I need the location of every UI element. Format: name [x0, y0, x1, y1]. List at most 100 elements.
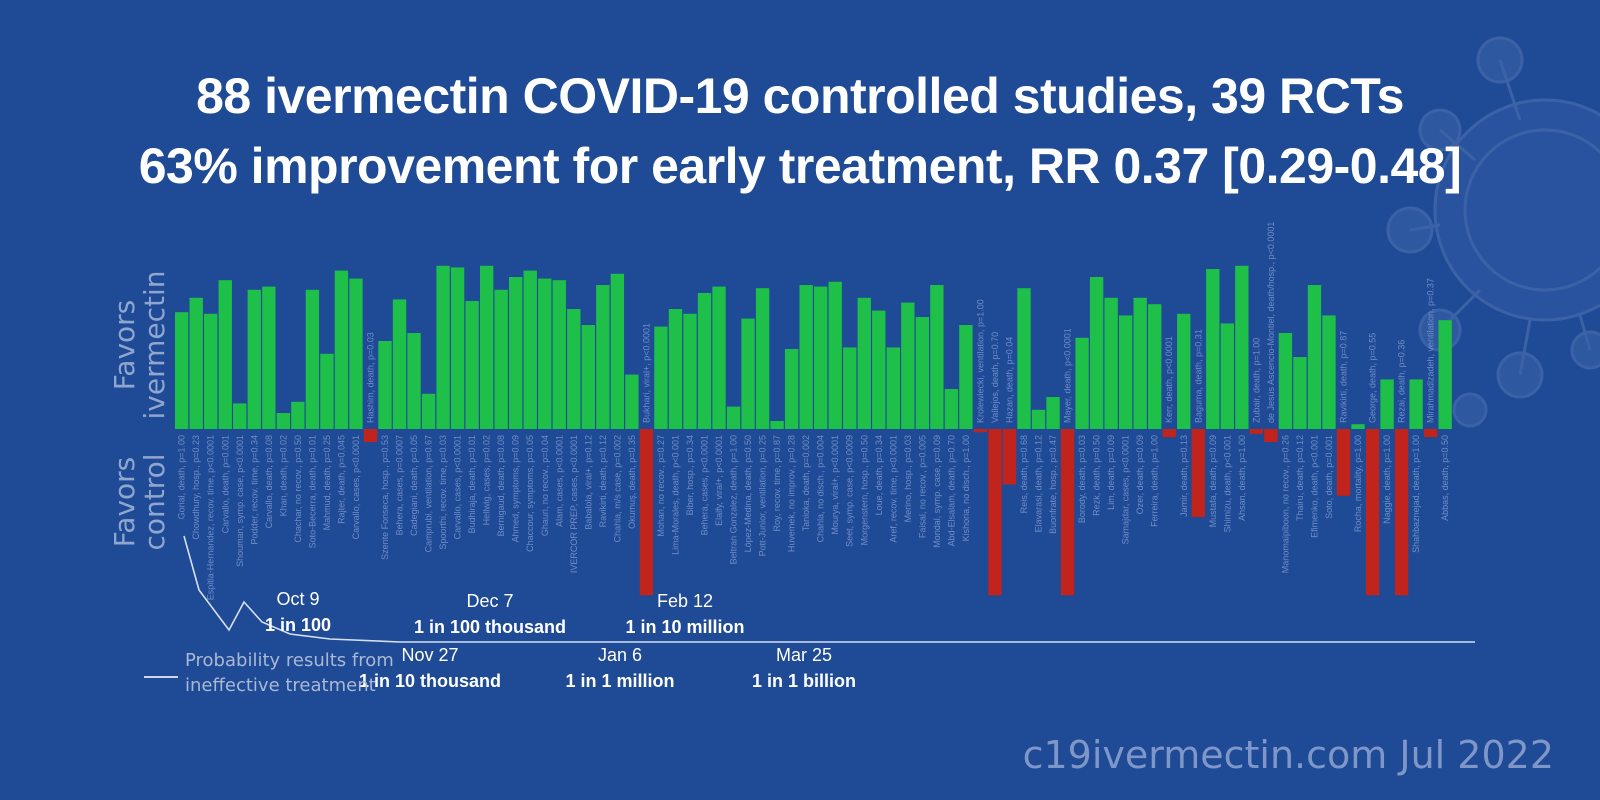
bar	[755, 288, 770, 429]
bar	[291, 401, 305, 429]
bar	[204, 313, 218, 429]
bar	[726, 406, 741, 429]
category-label: Hashim, death, p=0.03	[365, 332, 375, 423]
category-label: Buonfrate, hosp., p=0.47	[1048, 435, 1058, 534]
bar	[1206, 269, 1220, 429]
category-label: Biber, hosp., p=0.34	[685, 435, 695, 515]
bar	[1336, 429, 1351, 496]
milestone-mar25: Mar 25 1 in 1 billion	[724, 644, 884, 692]
bar	[189, 297, 203, 429]
bar	[363, 429, 378, 443]
category-label: Ahsan, death, p=1.00	[1237, 435, 1247, 521]
bar	[421, 393, 436, 429]
bar	[1365, 429, 1380, 596]
bar	[1031, 409, 1046, 429]
category-label: Krolewiecki, ventilation, p=1.00	[975, 299, 985, 423]
bar	[218, 280, 232, 429]
bar	[770, 421, 784, 429]
bar	[1235, 265, 1249, 429]
category-label: Mohan, no recov., p=0.27	[656, 435, 666, 537]
category-label: Okumuş, death, p=0.35	[627, 435, 637, 529]
bar	[1249, 429, 1264, 434]
milestone-oct9: Oct 9 1 in 100	[238, 588, 358, 636]
bar	[1133, 297, 1147, 429]
category-label: Morgenstern, hosp., p=0.50	[859, 435, 869, 545]
bar	[872, 310, 886, 429]
category-label: Manomaipiboon, no recov., p=0.26	[1280, 435, 1290, 573]
milestone-date: Dec 7	[466, 591, 514, 611]
bar	[233, 403, 247, 429]
bar	[1191, 429, 1205, 518]
category-label: Chahla, no disch., p=0.004	[816, 435, 826, 542]
milestone-jan6: Jan 6 1 in 1 million	[540, 644, 700, 692]
category-label: López-Medina, death, p=0.50	[743, 435, 753, 552]
category-label: Szente Fonseca, hosp., p=0.53	[380, 435, 390, 560]
bar	[1075, 337, 1089, 429]
bar	[581, 325, 595, 429]
category-label: Tanioka, death, p=0.002	[801, 435, 811, 531]
category-label: IVERCOR PREP, cases, p<0.0001	[569, 435, 579, 573]
bar	[1089, 277, 1104, 429]
bar	[784, 349, 799, 429]
category-label: Thairu, death, p=0.12	[1295, 435, 1305, 521]
category-label: Abbas, death, p=0.50	[1440, 435, 1450, 521]
category-label: Mirahmadizadeh, ventilation, p=0.37	[1426, 278, 1436, 423]
bar	[1380, 379, 1394, 429]
bar	[1148, 304, 1162, 429]
category-label: Borody, death, p=0.03	[1077, 435, 1087, 523]
category-label: Behera, cases, p=0.0007	[395, 435, 405, 535]
bar	[930, 285, 944, 429]
bar	[973, 429, 988, 433]
category-label: Babalola, viral+, p=0.12	[583, 435, 593, 530]
bar	[1394, 429, 1409, 596]
category-label: Rajter, death, p=0.045	[336, 435, 346, 524]
category-label: Samajdar, cases, p<0.0001	[1121, 435, 1131, 544]
bar	[988, 429, 1002, 596]
bar	[552, 280, 566, 429]
category-label: Carvallo, death, p=0.08	[264, 435, 274, 528]
category-label: Chaccour, symptoms, p=0.05	[525, 435, 535, 552]
bar	[857, 297, 871, 429]
bar	[175, 312, 189, 429]
bar	[683, 313, 697, 429]
bar	[596, 285, 610, 429]
bar	[1423, 429, 1438, 438]
category-label: Soto, death, p=0.001	[1324, 435, 1334, 519]
bar	[886, 347, 900, 429]
bar	[407, 333, 421, 429]
category-label: Abd-Elsalam, death, p=0.70	[946, 435, 956, 546]
bar	[1409, 379, 1423, 429]
category-label: Ahmed, symptoms, p=0.09	[511, 435, 521, 542]
category-label: Kishoria, no disch., p=1.00	[961, 435, 971, 541]
category-label: Baguma, death, p=0.31	[1193, 329, 1203, 423]
bar	[538, 278, 552, 429]
bar	[944, 389, 959, 429]
bar	[1307, 285, 1322, 429]
category-label: Bukhari, viral+, p<0.0001	[641, 323, 651, 423]
bar	[305, 289, 320, 429]
category-label: Aref, recov. time, p<0.0001	[888, 435, 898, 543]
milestone-date: Nov 27	[401, 645, 459, 665]
category-label: Reis, death, p=0.68	[1019, 435, 1029, 513]
bar	[1293, 357, 1307, 429]
milestone-probability: 1 in 1 million	[565, 671, 675, 691]
bar	[262, 286, 276, 429]
bar	[436, 265, 450, 429]
category-label: Jamir, death, p=0.13	[1179, 435, 1189, 517]
bar	[1060, 429, 1075, 596]
milestone-probability: 1 in 100	[264, 615, 332, 635]
bar	[959, 325, 973, 429]
bar	[843, 347, 857, 429]
bar	[915, 317, 930, 429]
bar	[378, 341, 392, 429]
milestone-feb12: Feb 12 1 in 10 million	[600, 590, 770, 638]
category-label: Ravikirti, death, p=0.87	[1339, 331, 1349, 423]
milestone-date: Mar 25	[775, 645, 833, 665]
bar	[523, 270, 537, 429]
milestone-date: Feb 12	[656, 591, 714, 611]
category-label: Podder, recov. time, p=0.34	[249, 435, 259, 545]
category-label: Khan, death, p=0.02	[278, 435, 288, 516]
category-label: Efimenko, death, p<0.001	[1309, 435, 1319, 538]
category-label: de Jesús Ascencio-Montiel, death/hosp., …	[1266, 222, 1276, 423]
category-label: Spoorthi, recov. time, p=0.03	[438, 435, 448, 550]
